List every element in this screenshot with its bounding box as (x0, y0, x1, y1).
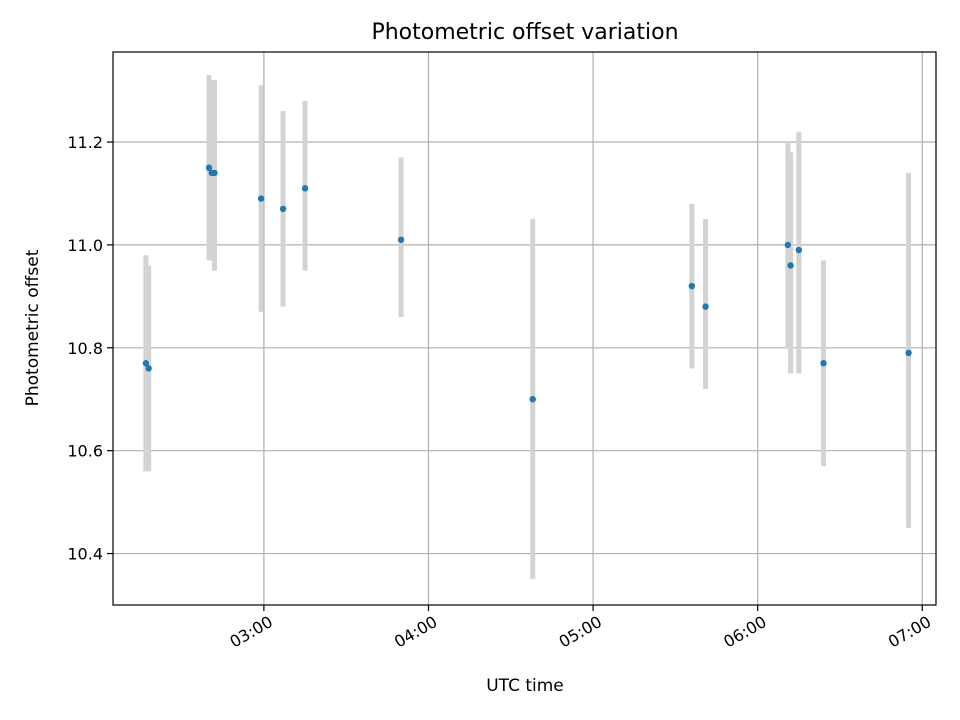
data-point (145, 365, 152, 372)
y-axis-label: Photometric offset (23, 249, 43, 406)
y-axis: 10.4 10.6 10.8 11.0 11.2 (67, 133, 113, 564)
data-point (905, 349, 912, 357)
data-point (397, 236, 405, 243)
error-bars (143, 75, 912, 580)
data-point (211, 169, 218, 177)
plot-frame (112, 51, 937, 606)
data-point (784, 241, 792, 249)
x-tick-label: 04:00 (391, 612, 440, 652)
x-axis: 03:00 04:00 05:00 06:00 07:00 (226, 605, 934, 652)
x-tick-label: 03:00 (226, 612, 275, 652)
data-point (688, 282, 696, 290)
x-tick-label: 06:00 (720, 612, 769, 652)
data-point (279, 205, 287, 213)
x-tick-label: 05:00 (556, 612, 605, 652)
y-tick-label: 10.8 (67, 339, 103, 358)
y-tick-label: 10.4 (67, 545, 103, 564)
data-point (820, 360, 827, 367)
data-point (702, 303, 709, 310)
data-points (142, 164, 912, 403)
data-point (257, 195, 265, 202)
data-point (142, 360, 150, 367)
data-point (787, 262, 794, 269)
data-point (795, 246, 803, 254)
x-axis-label: UTC time (486, 676, 564, 696)
x-tick-label: 07:00 (885, 612, 934, 652)
chart-title: Photometric offset variation (371, 20, 678, 45)
grid-lines (113, 52, 936, 605)
y-tick-label: 11.0 (67, 236, 103, 255)
data-point (301, 185, 309, 192)
y-tick-label: 11.2 (67, 133, 103, 152)
y-tick-label: 10.6 (67, 442, 103, 461)
data-point (529, 396, 536, 403)
data-point (205, 164, 213, 171)
